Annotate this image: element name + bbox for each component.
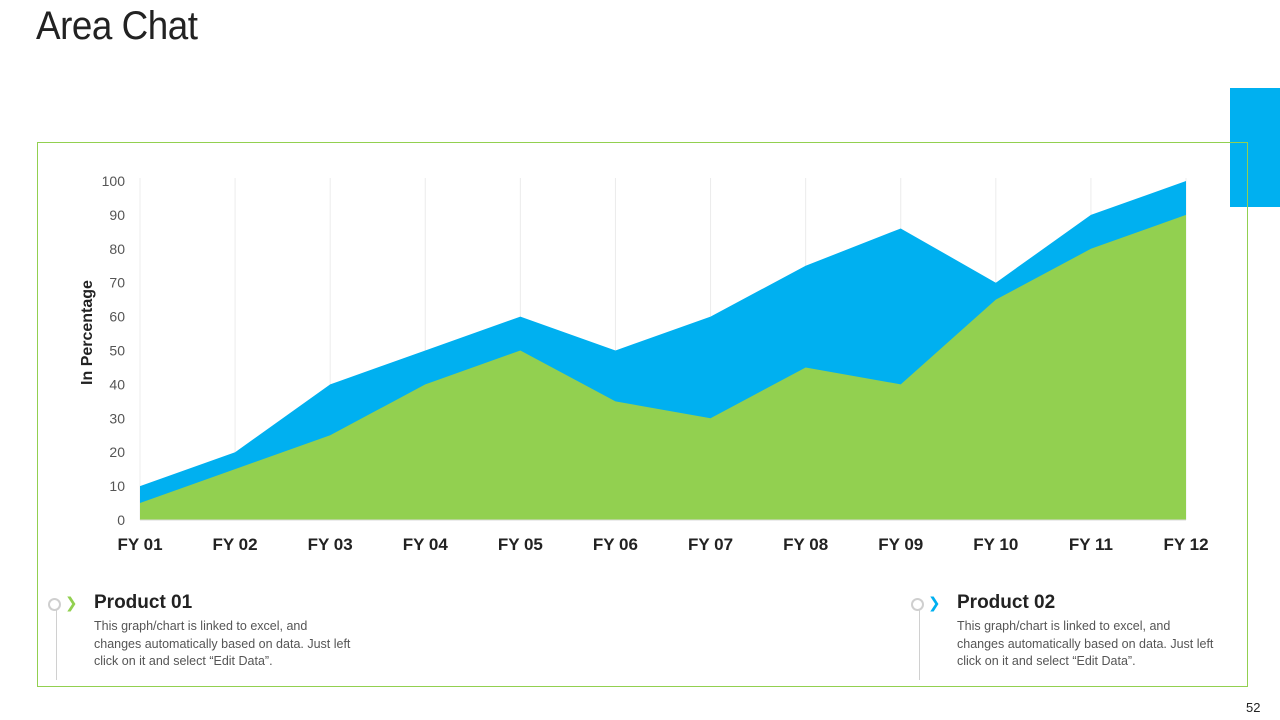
area-series [140,181,1186,520]
x-tick-label: FY 02 [213,535,258,554]
legend-title: Product 01 [94,592,193,613]
x-tick-label: FY 03 [308,535,353,554]
legend-divider [56,600,57,680]
legend-circle-icon [48,598,61,611]
x-tick-label: FY 01 [117,535,162,554]
legend-divider [919,600,920,680]
x-tick-label: FY 11 [1069,535,1113,554]
y-tick-label: 60 [109,309,125,325]
y-tick-label: 30 [109,410,125,426]
x-tick-label: FY 06 [593,535,638,554]
chart-frame [37,142,1248,687]
x-tick-label: FY 04 [403,535,449,554]
y-tick-label: 80 [109,241,125,257]
legend-title: Product 02 [957,592,1056,613]
x-tick-label: FY 08 [783,535,828,554]
chevron-right-icon: ❯ [65,594,78,612]
page-number: 52 [1246,700,1261,715]
x-tick-label: FY 10 [973,535,1018,554]
y-tick-label: 40 [109,376,125,392]
y-tick-label: 90 [109,207,125,223]
slide-title: Area Chat [36,4,198,48]
x-axis-ticks: FY 01 FY 02 FY 03 FY 04 FY 05 FY 06 FY 07 FY 08… [117,535,1208,554]
legend-circle-icon [911,598,924,611]
x-tick-label: FY 12 [1163,535,1208,554]
y-axis-ticks: 0 10 20 30 40 50 60 70 80 90 100 [102,173,126,528]
legend-description: This graph/chart is linked to excel, and… [94,619,351,668]
y-tick-label: 20 [109,444,125,460]
y-tick-label: 10 [109,478,125,494]
legend-description: This graph/chart is linked to excel, and… [957,619,1214,668]
x-tick-label: FY 05 [498,535,543,554]
x-tick-label: FY 07 [688,535,733,554]
accent-tab [1230,88,1280,207]
x-tick-label: FY 09 [878,535,923,554]
y-tick-label: 50 [109,343,125,359]
y-tick-label: 70 [109,275,125,291]
area-product-01[interactable] [140,214,1186,520]
y-axis-label: In Percentage [79,280,96,385]
y-tick-label: 0 [117,512,125,528]
y-tick-label: 100 [102,173,126,189]
chevron-right-icon: ❯ [928,594,941,612]
